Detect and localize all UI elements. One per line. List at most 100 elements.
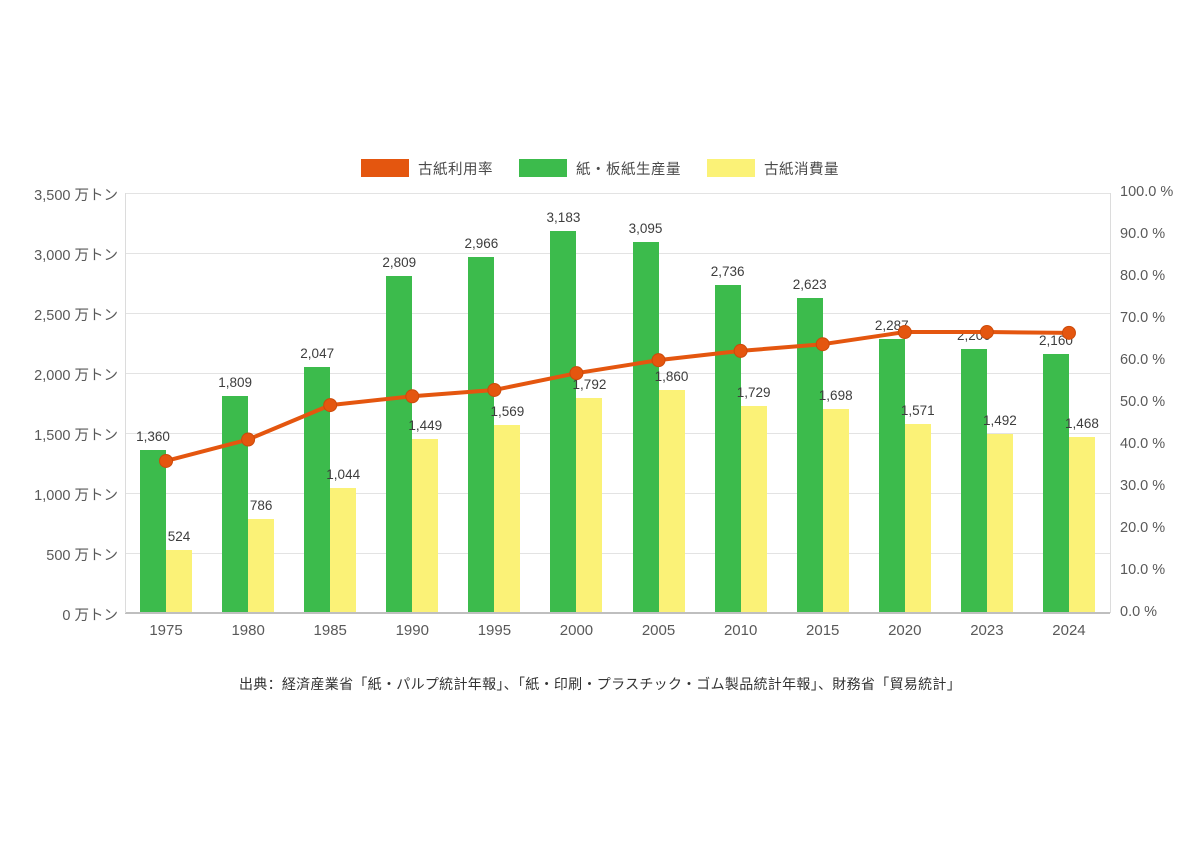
bar-label-consumption-2023: 1,492 [982, 412, 1017, 428]
legend-swatch-yellow [707, 159, 755, 177]
bar-label-consumption-1980: 786 [249, 497, 273, 513]
utilization-rate-line [164, 330, 1071, 463]
right-axis-tick-20: 20.0 % [1120, 520, 1166, 536]
left-axis-tick-2500: 2,500 万トン [34, 308, 118, 324]
bar-consumption-2000 [576, 397, 603, 612]
bar-consumption-1990 [412, 439, 439, 612]
bar-consumption-2005 [658, 389, 685, 612]
bar-label-production-2015: 2,623 [792, 277, 827, 293]
utilization-rate-point-1975 [159, 453, 174, 468]
x-axis-label-1985: 1985 [313, 622, 347, 639]
right-axis-tick-10: 10.0 % [1120, 562, 1166, 578]
plot-border-right [1110, 193, 1111, 613]
utilization-rate-point-1985 [323, 398, 338, 413]
bar-label-consumption-1990: 1,449 [408, 418, 443, 434]
legend-item-paper-consumption: 古紙消費量 [707, 158, 839, 179]
x-axis-label-2023: 2023 [970, 622, 1004, 639]
x-axis-label-1995: 1995 [477, 622, 512, 639]
x-axis-label-2015: 2015 [806, 622, 840, 639]
x-axis-label-2005: 2005 [641, 622, 676, 639]
legend-item-paper-production: 紙・板紙生産量 [519, 158, 681, 179]
bar-consumption-2010 [740, 405, 767, 612]
bar-consumption-2020 [904, 424, 931, 612]
gridline-1000 [125, 493, 1110, 494]
bar-consumption-1995 [494, 424, 521, 612]
gridline-500 [125, 553, 1110, 554]
bar-label-consumption-2024: 1,468 [1065, 415, 1099, 431]
source-citation: 出典：経済産業省「紙・パルプ統計年報」、「紙・印刷・プラスチック・ゴム製品統計年… [238, 676, 962, 692]
bar-label-production-2000: 3,183 [546, 210, 581, 226]
utilization-rate-point-2010 [733, 343, 748, 358]
right-axis-tick-70: 70.0 % [1120, 310, 1166, 326]
legend-label-paper-production: 紙・板紙生産量 [576, 161, 681, 178]
bar-production-1980 [222, 395, 249, 612]
bar-label-production-2010: 2,736 [710, 263, 745, 279]
left-axis-tick-0: 0 万トン [62, 608, 118, 624]
bar-label-consumption-2020: 1,571 [900, 403, 935, 419]
left-axis-tick-3000: 3,000 万トン [34, 248, 118, 264]
right-axis-tick-50: 50.0 % [1120, 394, 1166, 410]
left-axis-tick-1000: 1,000 万トン [34, 488, 118, 504]
gridline-3000 [125, 253, 1110, 254]
x-axis-label-2024: 2024 [1052, 622, 1086, 639]
bar-production-1995 [468, 257, 495, 612]
right-axis-tick-90: 90.0 % [1120, 226, 1166, 242]
legend-swatch-orange [361, 159, 409, 177]
bar-label-consumption-1995: 1,569 [490, 403, 525, 419]
bar-label-consumption-1985: 1,044 [326, 466, 361, 482]
bar-consumption-1985 [330, 487, 357, 612]
bar-label-production-1990: 2,809 [382, 254, 417, 270]
utilization-rate-point-2020 [897, 325, 912, 340]
x-axis-label-1975: 1975 [149, 622, 183, 639]
right-axis-tick-80: 80.0 % [1120, 268, 1166, 284]
utilization-rate-point-1995 [487, 382, 502, 397]
bar-production-1975 [140, 449, 167, 612]
utilization-rate-point-1980 [241, 432, 256, 447]
bar-production-2020 [878, 338, 905, 612]
bar-label-consumption-2000: 1,792 [572, 376, 607, 392]
utilization-rate-point-2005 [651, 353, 666, 368]
legend-label-paper-consumption: 古紙消費量 [764, 161, 839, 178]
utilization-rate-point-2015 [815, 337, 830, 352]
bar-label-production-2005: 3,095 [628, 220, 663, 236]
x-axis-label-2000: 2000 [559, 622, 594, 639]
bar-consumption-2015 [822, 409, 849, 612]
right-axis-tick-30: 30.0 % [1120, 478, 1166, 494]
utilization-rate-point-2000 [569, 366, 584, 381]
bar-label-production-1980: 1,809 [218, 374, 253, 390]
utilization-rate-point-2023 [979, 325, 994, 340]
right-axis-tick-40: 40.0 % [1120, 436, 1166, 452]
x-axis-label-1990: 1990 [395, 622, 429, 639]
legend-item-utilization-rate: 古紙利用率 [361, 158, 493, 179]
bar-production-2024 [1042, 353, 1069, 612]
bar-production-2005 [632, 241, 659, 612]
bar-production-1990 [386, 275, 413, 612]
bar-label-consumption-2005: 1,860 [654, 368, 689, 384]
bar-label-consumption-1975: 524 [167, 529, 191, 545]
bar-label-consumption-2010: 1,729 [736, 384, 771, 400]
x-axis-label-2010: 2010 [723, 622, 758, 639]
bar-label-production-1985: 2,047 [300, 346, 335, 362]
gridline-1500 [125, 433, 1110, 434]
bar-label-consumption-2015: 1,698 [818, 388, 853, 404]
right-axis-tick-0: 0.0 % [1120, 604, 1158, 620]
bar-production-2000 [550, 231, 577, 612]
x-axis-label-1980: 1980 [231, 622, 265, 639]
utilization-rate-point-1990 [405, 389, 420, 404]
bar-consumption-1975 [166, 550, 193, 612]
left-axis-tick-3500: 3,500 万トン [34, 188, 118, 204]
gridline-2000 [125, 373, 1110, 374]
bar-label-production-1975: 1,360 [136, 428, 170, 444]
left-axis-tick-500: 500 万トン [46, 548, 118, 564]
left-axis-tick-2000: 2,000 万トン [34, 368, 118, 384]
left-axis-tick-1500: 1,500 万トン [34, 428, 118, 444]
legend-swatch-green [519, 159, 567, 177]
bar-consumption-1980 [248, 518, 275, 612]
right-axis-tick-60: 60.0 % [1120, 352, 1166, 368]
bar-consumption-2023 [986, 433, 1013, 612]
gridline-0 [125, 612, 1110, 614]
utilization-rate-point-2024 [1061, 325, 1076, 340]
right-axis-tick-100: 100.0 % [1120, 184, 1174, 200]
